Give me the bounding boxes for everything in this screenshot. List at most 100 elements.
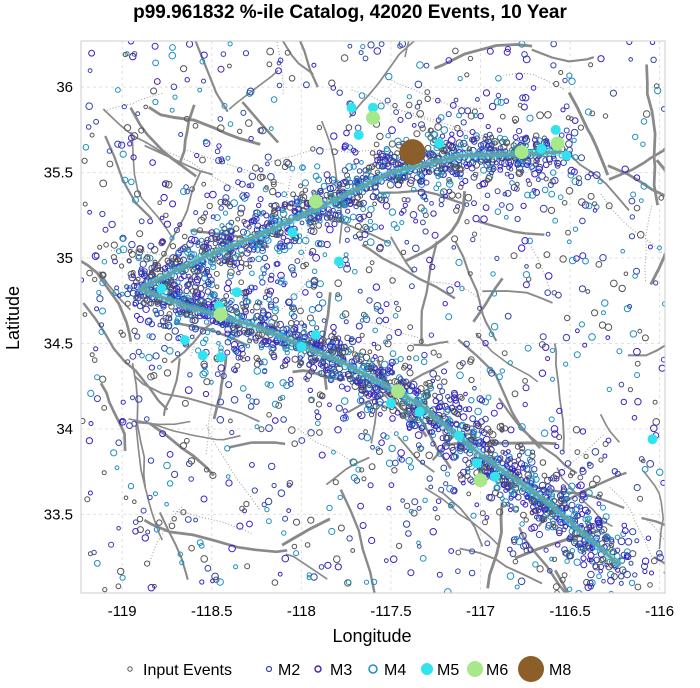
event-marker — [188, 250, 195, 258]
event-marker — [153, 264, 162, 273]
event-marker — [588, 579, 596, 587]
event-marker — [254, 222, 262, 230]
event-marker — [586, 524, 593, 531]
event-marker — [460, 480, 466, 486]
event-marker — [263, 315, 269, 321]
event-marker — [382, 153, 389, 160]
event-marker — [581, 550, 587, 555]
event-marker — [183, 437, 190, 444]
event-marker — [560, 107, 566, 113]
event-marker — [157, 200, 162, 205]
event-marker — [253, 302, 261, 311]
event-marker — [440, 126, 449, 134]
event-marker — [213, 228, 220, 236]
event-marker — [418, 121, 425, 129]
event-marker — [369, 412, 375, 418]
event-marker — [365, 401, 372, 409]
event-marker — [314, 357, 320, 363]
event-marker — [469, 129, 476, 135]
event-marker — [281, 342, 289, 350]
event-marker — [468, 397, 475, 404]
event-marker — [195, 347, 202, 354]
event-marker — [488, 102, 497, 111]
event-marker — [342, 408, 348, 414]
event-marker — [536, 565, 544, 573]
event-marker — [464, 202, 470, 208]
event-marker — [470, 428, 475, 434]
event-marker — [482, 204, 490, 212]
event-marker — [497, 98, 505, 106]
event-marker — [563, 361, 569, 367]
event-marker — [480, 215, 488, 223]
fault-line — [378, 189, 463, 205]
event-marker — [219, 229, 226, 236]
event-marker — [284, 49, 291, 56]
event-marker — [433, 185, 440, 192]
event-marker — [502, 191, 508, 197]
event-marker — [203, 268, 211, 276]
event-marker — [428, 484, 434, 490]
event-marker — [431, 131, 439, 139]
event-marker — [628, 579, 636, 587]
event-marker — [484, 138, 490, 144]
m5-marker — [414, 406, 425, 417]
event-marker — [522, 401, 528, 408]
event-marker — [365, 360, 374, 369]
event-marker — [362, 167, 369, 174]
event-marker — [634, 372, 641, 378]
event-marker — [422, 497, 428, 503]
event-marker — [172, 285, 181, 293]
event-marker — [443, 408, 451, 415]
event-marker — [337, 375, 344, 382]
event-marker — [342, 414, 350, 422]
event-marker — [99, 279, 107, 287]
m6-marker — [550, 136, 565, 151]
event-marker — [646, 460, 655, 468]
event-marker — [633, 174, 641, 181]
event-marker — [636, 231, 645, 239]
event-marker — [538, 481, 547, 490]
event-marker — [453, 453, 460, 460]
event-marker — [572, 426, 581, 434]
event-marker — [508, 503, 514, 509]
event-marker — [249, 462, 255, 468]
event-marker — [193, 517, 199, 523]
event-marker — [579, 467, 587, 475]
event-marker — [383, 156, 389, 162]
event-marker — [337, 184, 342, 190]
event-marker — [505, 449, 511, 454]
event-marker — [363, 225, 371, 232]
event-marker — [559, 449, 565, 455]
event-marker — [299, 191, 305, 197]
event-marker — [620, 248, 626, 254]
event-marker — [195, 243, 201, 249]
m5-marker — [353, 130, 364, 140]
event-marker — [281, 554, 290, 563]
event-marker — [355, 336, 362, 343]
event-marker — [314, 163, 321, 170]
event-marker — [472, 171, 479, 178]
event-marker — [494, 208, 502, 215]
event-marker — [337, 494, 343, 501]
event-marker — [361, 231, 369, 239]
fault-line — [655, 159, 665, 173]
event-marker — [558, 496, 564, 502]
event-marker — [200, 51, 208, 59]
event-marker — [573, 558, 581, 566]
event-marker — [355, 322, 363, 330]
event-marker — [248, 135, 254, 142]
event-marker — [377, 355, 384, 362]
event-marker — [362, 223, 369, 231]
event-marker — [548, 416, 555, 423]
event-marker — [624, 538, 633, 546]
event-marker — [188, 476, 194, 482]
event-marker — [381, 374, 388, 381]
event-marker — [429, 429, 435, 436]
event-marker — [534, 157, 540, 162]
event-marker — [567, 171, 575, 179]
event-marker — [252, 285, 258, 291]
event-marker — [223, 293, 230, 299]
event-marker — [370, 578, 378, 586]
event-marker — [127, 482, 135, 490]
event-marker — [436, 383, 443, 390]
